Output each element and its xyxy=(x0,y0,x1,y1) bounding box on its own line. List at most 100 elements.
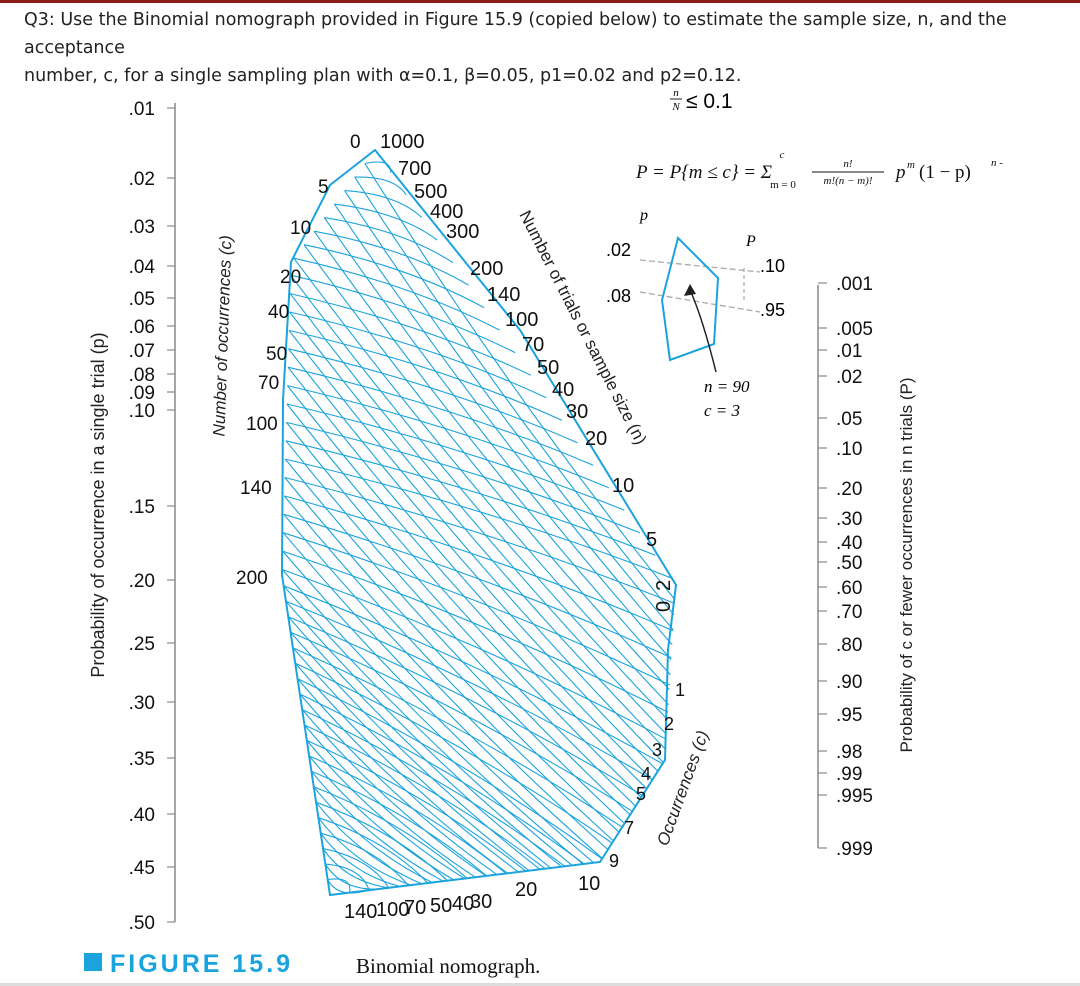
grid-curve xyxy=(292,647,623,828)
grid-curve xyxy=(294,662,519,873)
right-tick-label: .02 xyxy=(836,367,862,388)
grid-curve xyxy=(313,786,433,883)
formula-lower: m = 0 xyxy=(770,179,796,191)
right-axis-ticks: .001 .005.01 .02 .05 .10 .20 .30 .40.50 .60 .70 .8… xyxy=(818,274,873,860)
formula-main: P = P{m ≤ c} = Σ xyxy=(635,162,772,183)
n-value: 30 xyxy=(566,401,588,423)
grid-curve xyxy=(310,770,444,882)
grid-curve xyxy=(282,532,603,859)
right-tick-label: .80 xyxy=(836,635,862,656)
right-c-value: 2 xyxy=(664,714,674,734)
n-value: 50 xyxy=(537,357,559,379)
grid-curve xyxy=(289,293,532,376)
inset-example: p P .02 .08 .10 .95 n = 90 c = 3 xyxy=(606,207,785,420)
n-value: 400 xyxy=(430,201,463,223)
grid-curve xyxy=(311,770,487,877)
left-tick-label: .04 xyxy=(129,257,156,278)
n-value: 100 xyxy=(505,309,538,331)
left-tick-label: .09 xyxy=(129,383,155,404)
condition-num: n xyxy=(673,87,679,99)
grid-curve xyxy=(288,348,578,444)
n-value: 500 xyxy=(414,181,447,203)
n-value: 200 xyxy=(470,258,503,280)
grid-curve xyxy=(294,662,613,844)
formula-p: p xyxy=(894,162,906,183)
inset-c-text: c = 3 xyxy=(704,401,740,420)
grid-curve xyxy=(283,513,609,851)
formula-upper: c xyxy=(780,149,785,161)
caption-square-icon xyxy=(84,953,102,971)
grid-curve xyxy=(293,257,669,705)
condition-text: ≤ 0.1 xyxy=(686,90,733,113)
grid-curve xyxy=(334,203,438,241)
grid-curve xyxy=(297,678,509,874)
left-tick-label: .06 xyxy=(129,317,155,338)
bottom-n-value: 10 xyxy=(578,873,600,895)
right-tick-label: .20 xyxy=(836,479,862,500)
right-tick-label: .90 xyxy=(836,672,862,693)
grid-curve xyxy=(317,817,411,886)
grid-curve xyxy=(364,163,676,601)
inset-P1: .10 xyxy=(760,256,785,276)
left-axis-label: Probability of occurrence in a single tr… xyxy=(88,332,108,677)
left-tick-label: .08 xyxy=(129,365,155,386)
grid-curve xyxy=(313,230,671,676)
grid-curve xyxy=(322,848,390,889)
grid-curve xyxy=(292,647,530,872)
right-tick-label: .99 xyxy=(836,764,862,785)
grid-curve xyxy=(287,616,552,869)
grid-curve xyxy=(322,848,390,889)
grid-curve xyxy=(289,311,667,750)
grid-curve xyxy=(293,257,500,331)
right-c-value: 3 xyxy=(652,740,662,760)
bottom-n-value: 140 xyxy=(344,901,377,923)
grid-curve xyxy=(354,176,675,616)
left-c-value: 50 xyxy=(266,344,287,365)
grid-curve xyxy=(344,190,423,218)
grid-curve xyxy=(284,495,674,632)
left-tick-label: .30 xyxy=(129,693,155,714)
grid-curve xyxy=(284,458,625,824)
grid-curve xyxy=(303,244,670,690)
n-value: 5 xyxy=(646,529,657,551)
grid-curve xyxy=(283,532,670,686)
bottom-border xyxy=(0,983,1080,986)
left-c-value: 140 xyxy=(240,478,272,499)
grid-curve xyxy=(297,678,603,860)
grid-curve xyxy=(282,550,595,864)
grid-curve xyxy=(320,832,401,887)
n-value: 40 xyxy=(552,379,574,401)
right-tick-label: .005 xyxy=(836,319,873,340)
grid-curve xyxy=(282,550,669,713)
grid-curve xyxy=(290,274,516,354)
grid-curve xyxy=(327,878,351,893)
inset-p1: .02 xyxy=(606,240,631,260)
grid-curve xyxy=(306,740,465,879)
grid-curve xyxy=(301,709,487,877)
grid-curve xyxy=(289,293,667,735)
inset-P-label: P xyxy=(745,233,756,250)
left-c-value: 0 xyxy=(350,132,361,153)
right-tick-label: .10 xyxy=(836,439,862,460)
left-tick-label: .05 xyxy=(129,289,155,310)
grid-curve xyxy=(315,801,422,885)
bottom-n-value: 40 xyxy=(452,893,474,915)
grid-curve xyxy=(333,203,673,646)
left-c-value: 20 xyxy=(280,267,301,288)
n-value: 2 xyxy=(653,580,675,591)
left-c-value: 10 xyxy=(290,218,311,239)
grid-curve xyxy=(304,724,546,870)
inset-P2: .95 xyxy=(760,300,785,320)
formula-frac-den: m!(n − m)! xyxy=(824,175,873,187)
right-axis-label: Probability of c or fewer occurrences in… xyxy=(897,377,916,752)
right-tick-label: .001 xyxy=(836,274,873,295)
grid-curve xyxy=(283,585,573,866)
grid-curve xyxy=(304,724,476,878)
grid-curve xyxy=(283,585,663,765)
grid-curve xyxy=(324,863,379,890)
left-c-value: 5 xyxy=(318,177,329,198)
grid-curve xyxy=(288,348,659,772)
left-tick-label: .10 xyxy=(129,401,155,422)
grid-curve xyxy=(344,190,674,631)
